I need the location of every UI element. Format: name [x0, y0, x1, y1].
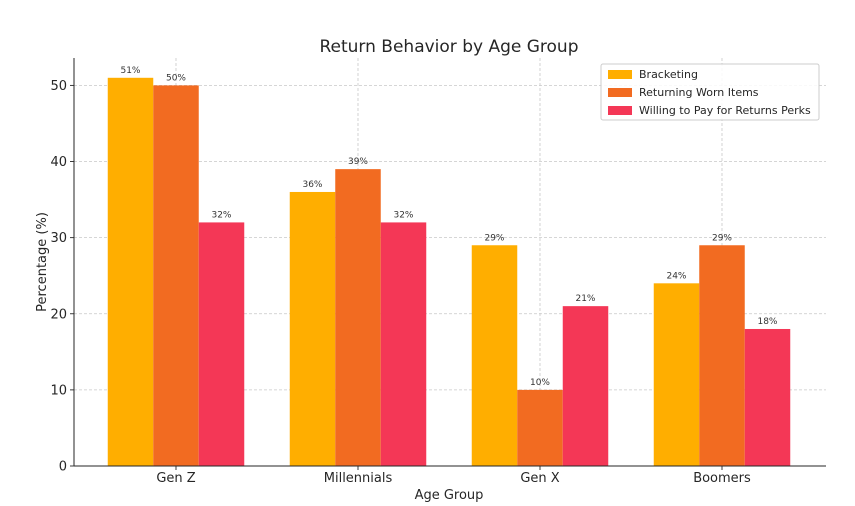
- y-tick-label: 50: [50, 79, 67, 94]
- legend-swatch: [608, 106, 632, 115]
- data-label: 18%: [757, 317, 777, 327]
- legend-swatch: [608, 88, 632, 97]
- bar-bracketing-gen-x: [471, 245, 518, 466]
- data-label: 32%: [393, 210, 413, 220]
- y-axis-title: Percentage (%): [35, 212, 50, 312]
- y-tick-label: 10: [50, 383, 67, 398]
- x-tick-label: Millennials: [324, 471, 393, 486]
- bar-bracketing-millennials: [289, 191, 336, 466]
- x-axis-title: Age Group: [415, 488, 484, 503]
- data-label: 36%: [302, 180, 322, 190]
- bar-willing-to-pay-for-returns-perks-boomers: [744, 328, 791, 466]
- y-tick-label: 40: [50, 155, 67, 170]
- axes: [70, 58, 826, 470]
- data-label: 24%: [666, 271, 686, 281]
- bar-willing-to-pay-for-returns-perks-gen-z: [198, 222, 245, 466]
- chart-title: Return Behavior by Age Group: [319, 37, 578, 57]
- data-label: 10%: [530, 378, 550, 388]
- data-label: 51%: [120, 66, 140, 76]
- tick-labels: 0 10 20 30 40 50 Gen Z Millennials Gen X Boomers: [50, 79, 751, 486]
- x-tick-label: Gen X: [520, 471, 559, 486]
- y-tick-label: 30: [50, 231, 67, 246]
- bar-returning-worn-items-gen-z: [153, 85, 199, 466]
- bar-returning-worn-items-millennials: [335, 169, 381, 466]
- legend-frame: [600, 63, 820, 121]
- legend: Bracketing Returning Worn Items Willing to…: [600, 63, 820, 121]
- legend-label: Bracketing: [639, 68, 698, 81]
- bars: [107, 77, 791, 466]
- data-label: 50%: [166, 73, 186, 83]
- data-label: 29%: [712, 233, 732, 243]
- bar-willing-to-pay-for-returns-perks-millennials: [380, 222, 427, 466]
- bar-willing-to-pay-for-returns-perks-gen-x: [562, 306, 609, 466]
- data-labels: 51% 36% 29% 24% 50% 39% 10% 29% 32% 32% 21% 18%: [120, 66, 777, 388]
- y-tick-label: 0: [59, 460, 67, 475]
- legend-label: Returning Worn Items: [639, 86, 759, 99]
- data-label: 39%: [348, 157, 368, 167]
- data-label: 32%: [211, 210, 231, 220]
- data-label: 29%: [484, 233, 504, 243]
- bar-bracketing-boomers: [653, 283, 700, 466]
- y-tick-label: 20: [50, 307, 67, 322]
- bar-returning-worn-items-gen-x: [517, 389, 563, 466]
- legend-label: Willing to Pay for Returns Perks: [639, 104, 811, 117]
- data-label: 21%: [575, 294, 595, 304]
- legend-swatch: [608, 70, 632, 79]
- bar-bracketing-gen-z: [107, 77, 154, 466]
- x-tick-label: Boomers: [693, 471, 751, 486]
- bar-returning-worn-items-boomers: [699, 245, 745, 466]
- x-tick-label: Gen Z: [156, 471, 195, 486]
